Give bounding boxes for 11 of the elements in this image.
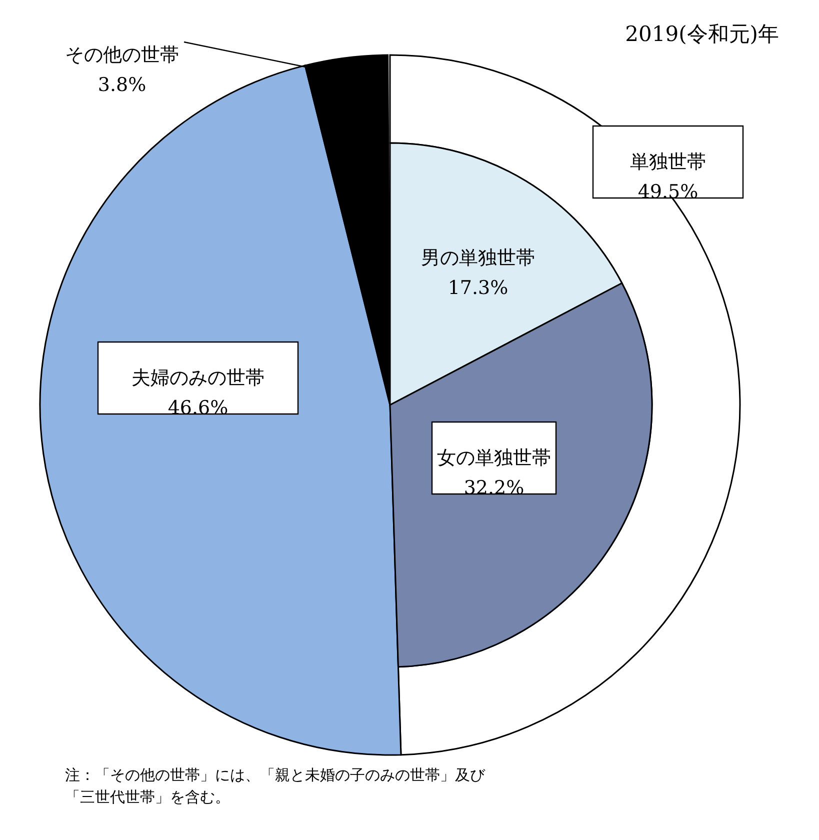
slice-label: 単独世帯 [630, 151, 706, 173]
data-label: 46.6% [168, 397, 228, 419]
chart-title: 2019(令和元)年 [625, 22, 779, 46]
slice-label: 男の単独世帯 [421, 247, 535, 269]
slice-label: 女の単独世帯 [437, 447, 551, 469]
text: 「三世代世帯」を含む。 [65, 788, 230, 806]
data-label: 17.3% [448, 277, 508, 299]
slice-label: その他の世帯 [65, 44, 179, 66]
data-label: 3.8% [98, 74, 146, 96]
text: 注：「その他の世帯」には、「親と未婚の子のみの世帯」及び [65, 766, 486, 784]
slice-label: 夫婦のみの世帯 [132, 367, 264, 389]
